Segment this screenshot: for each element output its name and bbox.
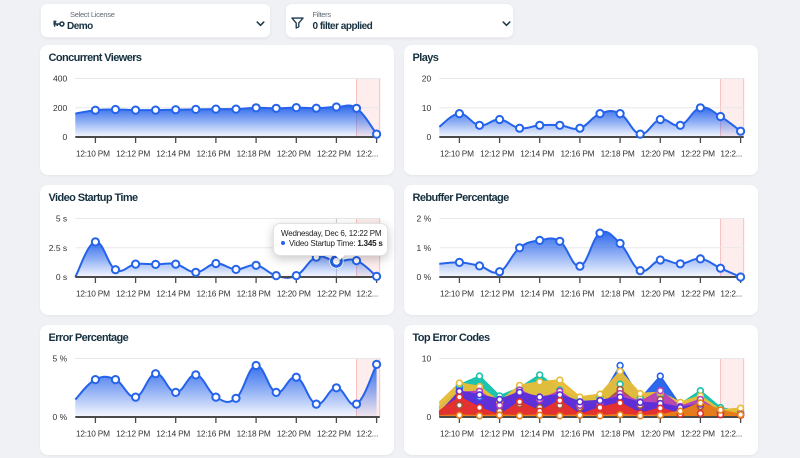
svg-text:5 s: 5 s bbox=[56, 214, 67, 224]
svg-text:0: 0 bbox=[426, 412, 431, 422]
svg-text:12:2...: 12:2... bbox=[720, 149, 742, 159]
svg-text:12:14 PM: 12:14 PM bbox=[156, 149, 190, 159]
svg-text:12:2...: 12:2... bbox=[356, 289, 378, 299]
svg-text:12:10 PM: 12:10 PM bbox=[440, 149, 474, 159]
svg-text:12:18 PM: 12:18 PM bbox=[601, 149, 635, 159]
svg-text:12:16 PM: 12:16 PM bbox=[560, 429, 594, 439]
svg-text:12:22 PM: 12:22 PM bbox=[317, 149, 351, 159]
svg-text:12:12 PM: 12:12 PM bbox=[116, 149, 150, 159]
svg-text:12:20 PM: 12:20 PM bbox=[641, 429, 675, 439]
svg-text:12:16 PM: 12:16 PM bbox=[196, 149, 230, 159]
svg-text:12:14 PM: 12:14 PM bbox=[520, 149, 554, 159]
svg-text:12:12 PM: 12:12 PM bbox=[116, 429, 150, 439]
svg-text:12:12 PM: 12:12 PM bbox=[480, 289, 514, 299]
svg-text:12:2...: 12:2... bbox=[720, 289, 742, 299]
svg-text:0 s: 0 s bbox=[56, 272, 67, 282]
svg-text:12:14 PM: 12:14 PM bbox=[156, 289, 190, 299]
svg-text:200: 200 bbox=[53, 103, 67, 113]
svg-text:12:18 PM: 12:18 PM bbox=[237, 149, 271, 159]
svg-text:12:12 PM: 12:12 PM bbox=[116, 289, 150, 299]
svg-text:12:18 PM: 12:18 PM bbox=[237, 289, 271, 299]
svg-text:12:18 PM: 12:18 PM bbox=[601, 289, 635, 299]
svg-text:12:16 PM: 12:16 PM bbox=[196, 429, 230, 439]
svg-text:12:20 PM: 12:20 PM bbox=[277, 429, 311, 439]
svg-text:10: 10 bbox=[422, 354, 432, 364]
svg-text:0: 0 bbox=[426, 132, 431, 142]
svg-text:12:22 PM: 12:22 PM bbox=[317, 289, 351, 299]
svg-text:12:18 PM: 12:18 PM bbox=[237, 429, 271, 439]
svg-text:12:14 PM: 12:14 PM bbox=[156, 429, 190, 439]
svg-text:12:2...: 12:2... bbox=[356, 149, 378, 159]
svg-text:10: 10 bbox=[422, 103, 432, 113]
svg-text:12:14 PM: 12:14 PM bbox=[520, 289, 554, 299]
svg-text:12:10 PM: 12:10 PM bbox=[440, 289, 474, 299]
svg-text:12:12 PM: 12:12 PM bbox=[480, 149, 514, 159]
svg-text:5 %: 5 % bbox=[53, 354, 68, 364]
svg-text:20: 20 bbox=[422, 74, 432, 84]
svg-text:12:22 PM: 12:22 PM bbox=[317, 429, 351, 439]
svg-text:2 %: 2 % bbox=[417, 214, 432, 224]
svg-text:12:18 PM: 12:18 PM bbox=[601, 429, 635, 439]
svg-text:12:22 PM: 12:22 PM bbox=[681, 429, 715, 439]
svg-text:400: 400 bbox=[53, 74, 67, 84]
svg-text:2.5 s: 2.5 s bbox=[49, 243, 67, 253]
svg-text:0 %: 0 % bbox=[53, 412, 68, 422]
svg-text:12:16 PM: 12:16 PM bbox=[560, 149, 594, 159]
svg-text:1 %: 1 % bbox=[417, 243, 432, 253]
svg-text:12:20 PM: 12:20 PM bbox=[277, 289, 311, 299]
svg-text:12:20 PM: 12:20 PM bbox=[277, 149, 311, 159]
svg-text:12:2...: 12:2... bbox=[720, 429, 742, 439]
svg-text:0 %: 0 % bbox=[417, 272, 432, 282]
svg-text:12:22 PM: 12:22 PM bbox=[681, 149, 715, 159]
svg-text:12:10 PM: 12:10 PM bbox=[440, 429, 474, 439]
svg-text:12:20 PM: 12:20 PM bbox=[641, 289, 675, 299]
svg-text:12:14 PM: 12:14 PM bbox=[520, 429, 554, 439]
svg-text:12:12 PM: 12:12 PM bbox=[480, 429, 514, 439]
svg-text:12:10 PM: 12:10 PM bbox=[76, 429, 110, 439]
svg-text:12:20 PM: 12:20 PM bbox=[641, 149, 675, 159]
svg-text:12:16 PM: 12:16 PM bbox=[560, 289, 594, 299]
svg-text:12:10 PM: 12:10 PM bbox=[76, 149, 110, 159]
svg-text:12:2...: 12:2... bbox=[356, 429, 378, 439]
svg-text:12:16 PM: 12:16 PM bbox=[196, 289, 230, 299]
svg-text:12:10 PM: 12:10 PM bbox=[76, 289, 110, 299]
svg-text:12:22 PM: 12:22 PM bbox=[681, 289, 715, 299]
svg-text:0: 0 bbox=[62, 132, 67, 142]
